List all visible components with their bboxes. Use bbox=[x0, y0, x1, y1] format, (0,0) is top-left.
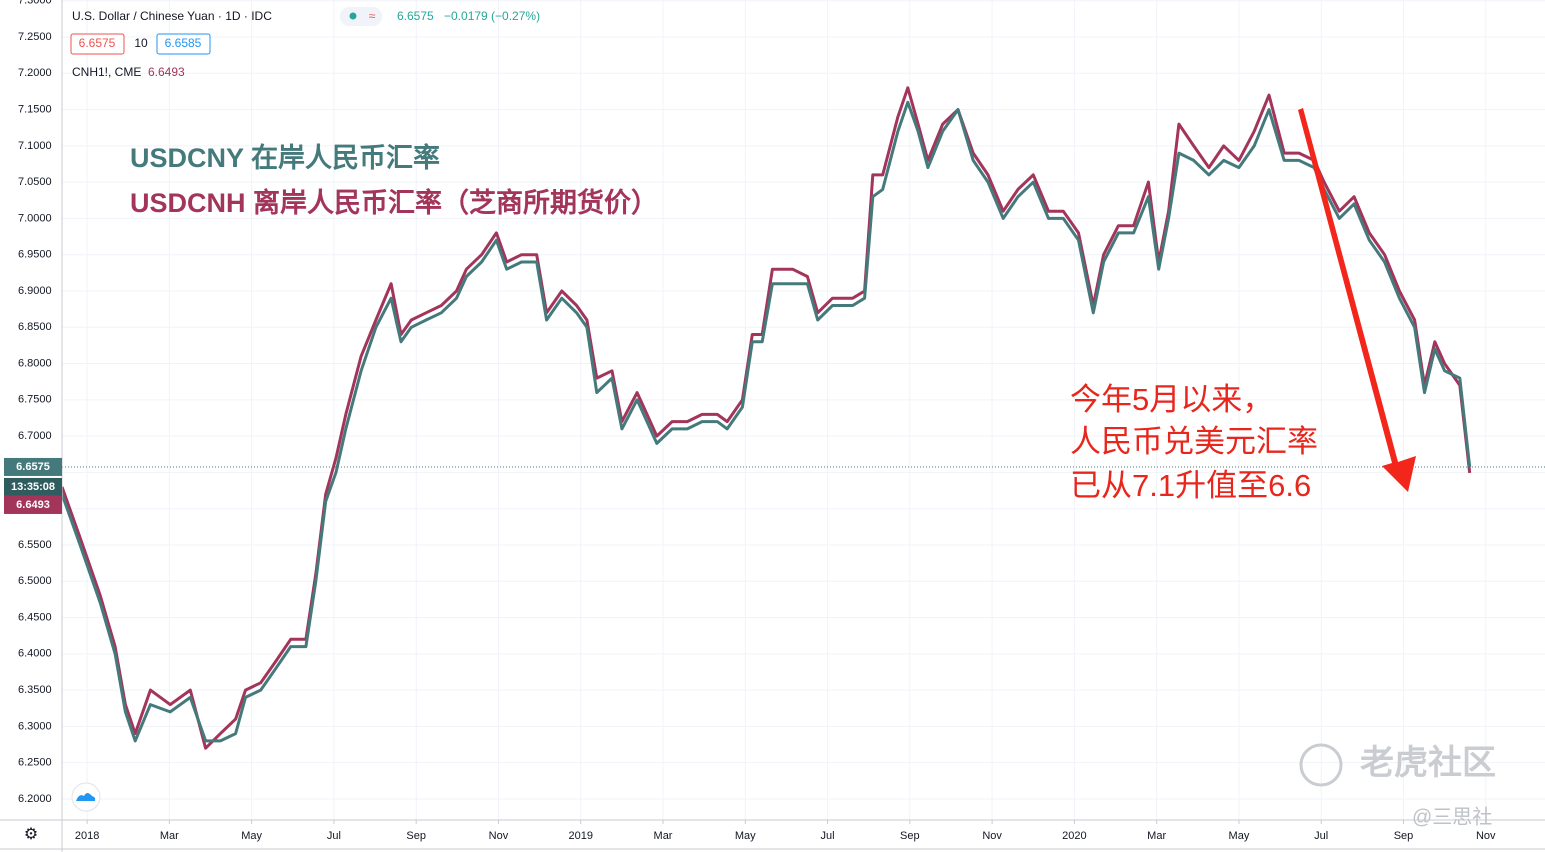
x-tick-label: Sep bbox=[1394, 830, 1414, 842]
y-tick-label: 7.2000 bbox=[18, 67, 52, 79]
price-tag bbox=[4, 457, 62, 476]
y-tick-label: 7.0000 bbox=[18, 212, 52, 224]
annotation: 人民币兑美元汇率 bbox=[1070, 424, 1318, 459]
y-tick-label: 6.4500 bbox=[18, 611, 52, 623]
series-label: USDCNY 在岸人民币汇率 bbox=[130, 142, 440, 173]
x-tick-label: Sep bbox=[900, 830, 920, 842]
y-tick-label: 7.1000 bbox=[18, 140, 52, 152]
bid: 6.6575 bbox=[79, 36, 116, 50]
y-tick-label: 6.5000 bbox=[18, 575, 52, 587]
y-tick-label: 6.2500 bbox=[18, 757, 52, 769]
watermark: 老虎社区 bbox=[1360, 744, 1496, 782]
annotation: 已从7.1升值至6.6 bbox=[1070, 468, 1311, 503]
settings-icon[interactable]: ⚙ bbox=[24, 826, 38, 843]
x-tick-label: Nov bbox=[982, 830, 1002, 842]
x-tick-label: 2020 bbox=[1062, 830, 1086, 842]
grid bbox=[62, 0, 1545, 820]
indicator-pill[interactable] bbox=[340, 7, 382, 26]
ask: 6.6585 bbox=[165, 36, 202, 50]
y-tick-label: 6.9000 bbox=[18, 285, 52, 297]
x-tick-label: 2019 bbox=[568, 830, 592, 842]
price-tag bbox=[4, 495, 62, 514]
price-tags: 6.6575 13:35:08 6.6493 bbox=[4, 457, 62, 514]
y-tick-label: 7.1500 bbox=[18, 103, 52, 115]
y-tick-label: 6.9500 bbox=[18, 249, 52, 261]
y-tick-label: 7.3000 bbox=[18, 0, 52, 7]
x-tick-label: May bbox=[241, 830, 262, 842]
x-tick-label: Jul bbox=[1314, 830, 1328, 842]
x-tick-label: 2018 bbox=[75, 830, 99, 842]
price-tag-label: 6.6575 bbox=[16, 461, 50, 473]
x-tick-label: Mar bbox=[654, 830, 673, 842]
watermark: @三思社 bbox=[1412, 805, 1492, 828]
y-tick-label: 6.5500 bbox=[18, 539, 52, 551]
logo bbox=[76, 793, 96, 801]
y-tick-label: 6.8500 bbox=[18, 321, 52, 333]
symbol: U.S. Dollar / Chinese Yuan · 1D · IDC bbox=[72, 9, 272, 23]
x-tick-label: May bbox=[735, 830, 756, 842]
y-tick-label: 7.0500 bbox=[18, 176, 52, 188]
x-tick-label: Sep bbox=[406, 830, 426, 842]
y-tick-label: 6.7000 bbox=[18, 430, 52, 442]
spread: 10 bbox=[134, 36, 148, 50]
x-tick-label: Mar bbox=[160, 830, 179, 842]
x-tick-label: Jul bbox=[821, 830, 835, 842]
y-tick-label: 6.3500 bbox=[18, 684, 52, 696]
y-tick-label: 6.4000 bbox=[18, 648, 52, 660]
y-tick-label: 6.8000 bbox=[18, 357, 52, 369]
bid-box[interactable] bbox=[70, 33, 125, 55]
countdown-tag bbox=[4, 477, 62, 496]
ask-box[interactable] bbox=[156, 33, 211, 55]
x-tick-label: May bbox=[1229, 830, 1250, 842]
status-icon: ≈ bbox=[369, 9, 376, 23]
y-tick-label: 6.3000 bbox=[18, 720, 52, 732]
annotation: 今年5月以来， bbox=[1070, 382, 1273, 417]
series-line bbox=[60, 100, 1472, 743]
price: 6.6575 bbox=[397, 9, 434, 23]
x-tick-label: Jul bbox=[327, 830, 341, 842]
plot bbox=[60, 86, 1545, 750]
price-tag-label: 6.6493 bbox=[16, 499, 50, 511]
y-tick-label: 6.7500 bbox=[18, 394, 52, 406]
y-tick-label: 7.2500 bbox=[18, 31, 52, 43]
y-tick-label: 6.2000 bbox=[18, 793, 52, 805]
compare-symbol: CNH1!, CME bbox=[72, 65, 141, 79]
x-tick-label: Mar bbox=[1147, 830, 1166, 842]
axes: 6.2000 6.2500 6.3000 6.3500 6.4000 6.4500 6.50… bbox=[18, 0, 1496, 842]
compare-price: 6.6493 bbox=[148, 65, 185, 79]
status-dot bbox=[349, 12, 357, 20]
series-label: USDCNH 离岸人民币汇率（芝商所期货价） bbox=[130, 187, 658, 218]
watermark-logo bbox=[1299, 743, 1343, 787]
x-tick-label: Nov bbox=[1476, 830, 1496, 842]
arrow bbox=[1298, 108, 1416, 492]
x-tick-label: Nov bbox=[489, 830, 509, 842]
countdown-label: 13:35:08 bbox=[11, 481, 55, 493]
change: −0.0179 (−0.27%) bbox=[444, 9, 540, 23]
